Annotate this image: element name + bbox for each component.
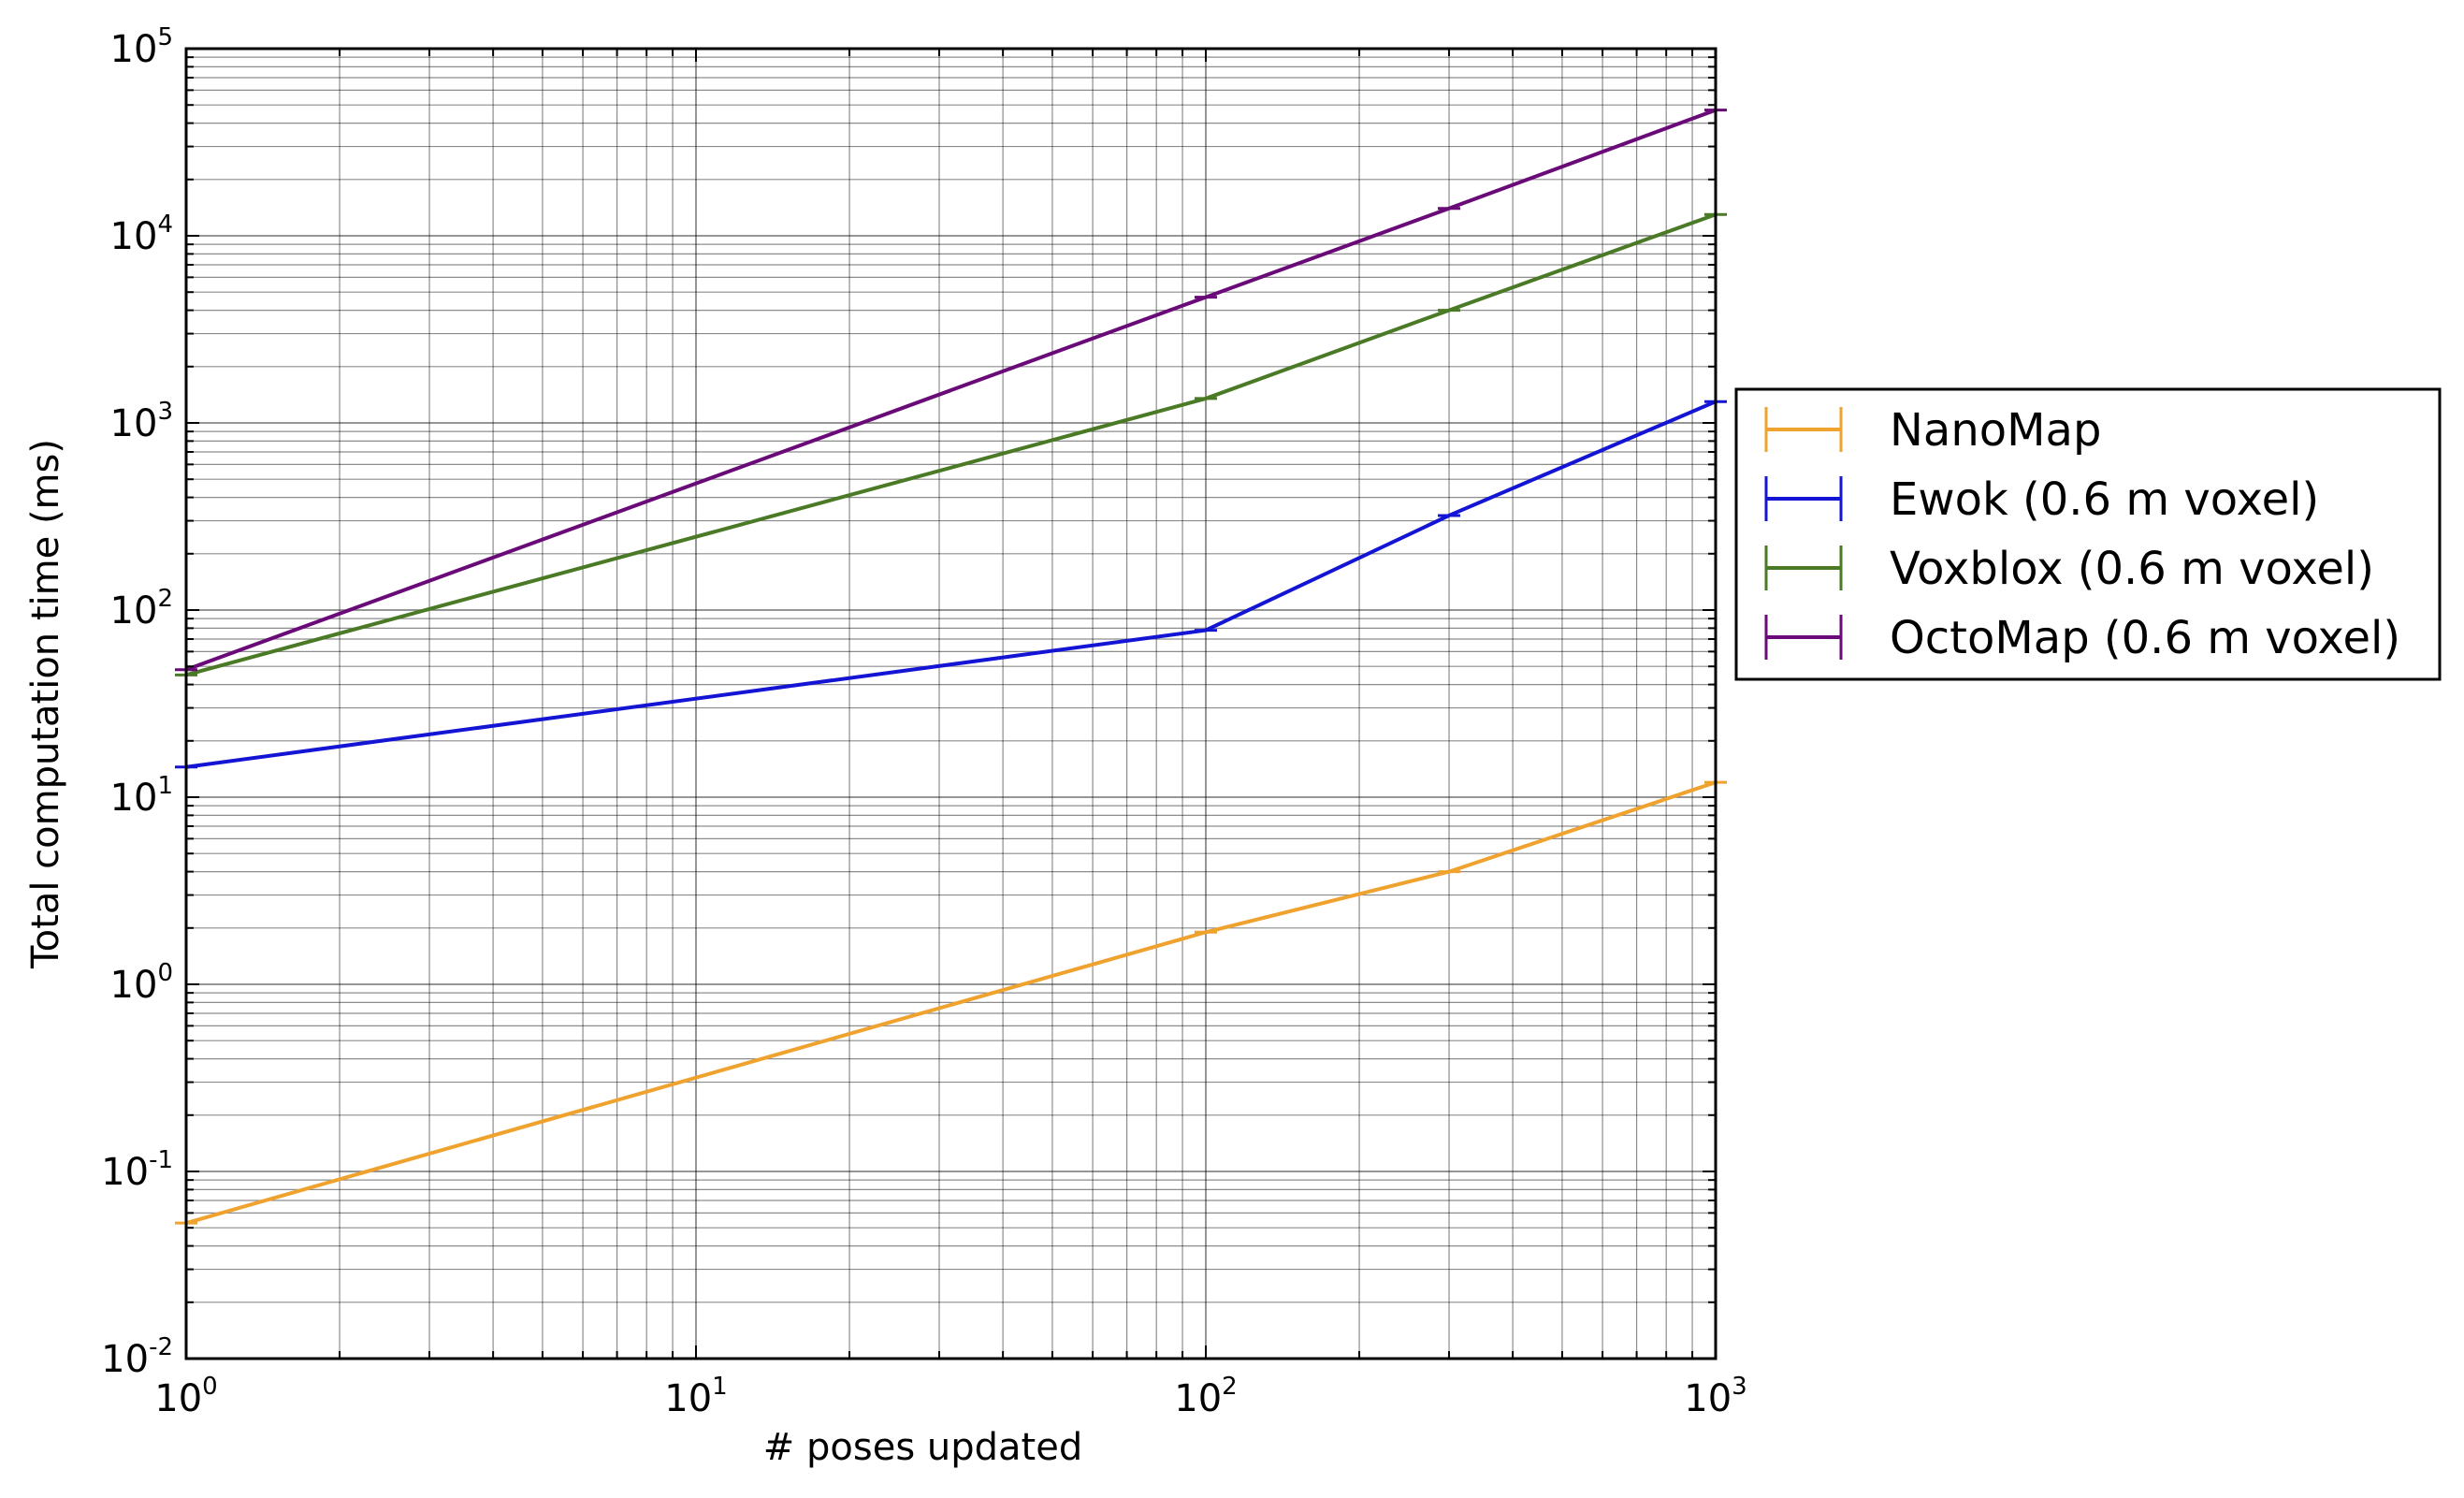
grid <box>185 49 1716 1360</box>
series-line-2 <box>185 212 1717 677</box>
x-tick-label: 103 <box>1684 1373 1747 1420</box>
x-axis-label: # poses updated <box>763 1426 1082 1469</box>
y-tick-label: 104 <box>110 211 173 258</box>
y-axis-label: Total computation time (ms) <box>24 439 67 969</box>
y-tick-label: 100 <box>110 959 173 1007</box>
series-line-3 <box>185 108 1717 672</box>
x-tick-label: 100 <box>154 1373 217 1420</box>
legend: NanoMap Ewok (0.6 m voxel) Voxblox (0.6 m … <box>1734 387 2442 681</box>
x-tick-labels: 100 101 102 103 <box>154 1373 1747 1420</box>
plot-frame <box>184 47 1718 1360</box>
y-tick-label: 10-1 <box>101 1146 173 1194</box>
legend-label: NanoMap <box>1890 404 2101 457</box>
x-tick-label: 101 <box>664 1373 727 1420</box>
series-lines <box>175 108 1727 1226</box>
x-tick-label: 102 <box>1174 1373 1237 1420</box>
y-tick-label: 101 <box>110 772 173 820</box>
series-line-0 <box>185 780 1717 1226</box>
y-tick-label: 10-2 <box>101 1333 173 1381</box>
axis-ticks <box>185 49 1716 1360</box>
legend-label: OctoMap (0.6 m voxel) <box>1890 612 2400 664</box>
y-tick-label: 103 <box>110 398 173 445</box>
y-tick-labels: 10-2 10-1 100 101 102 103 104 105 <box>101 23 173 1381</box>
y-tick-label: 105 <box>110 23 173 71</box>
series-line-1 <box>185 400 1717 769</box>
legend-label: Ewok (0.6 m voxel) <box>1890 473 2319 526</box>
legend-label: Voxblox (0.6 m voxel) <box>1890 543 2374 595</box>
legend-box <box>1734 387 2442 681</box>
y-tick-label: 102 <box>110 585 173 633</box>
